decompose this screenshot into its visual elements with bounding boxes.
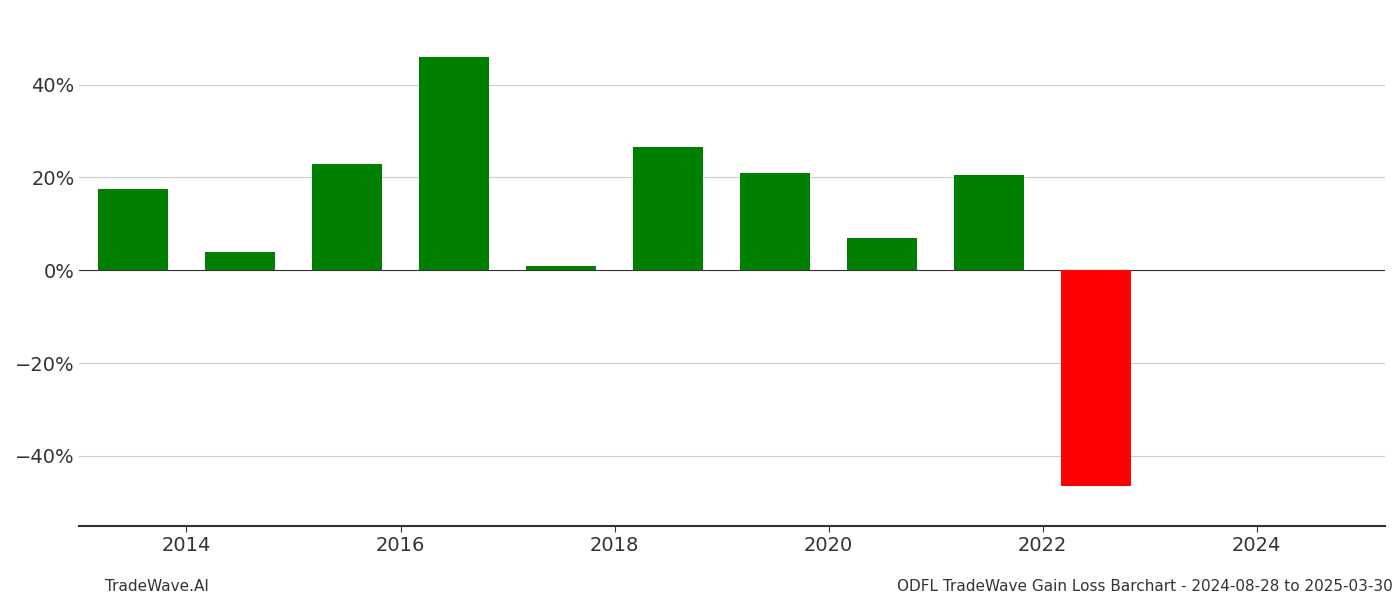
Bar: [419, 57, 489, 270]
Bar: [1061, 270, 1131, 486]
Bar: [98, 189, 168, 270]
Bar: [741, 173, 809, 270]
Bar: [633, 147, 703, 270]
Bar: [312, 164, 382, 270]
Bar: [847, 238, 917, 270]
Text: TradeWave.AI: TradeWave.AI: [105, 579, 209, 594]
Bar: [526, 266, 596, 270]
Bar: [206, 252, 274, 270]
Bar: [955, 175, 1023, 270]
Text: ODFL TradeWave Gain Loss Barchart - 2024-08-28 to 2025-03-30: ODFL TradeWave Gain Loss Barchart - 2024…: [897, 579, 1393, 594]
